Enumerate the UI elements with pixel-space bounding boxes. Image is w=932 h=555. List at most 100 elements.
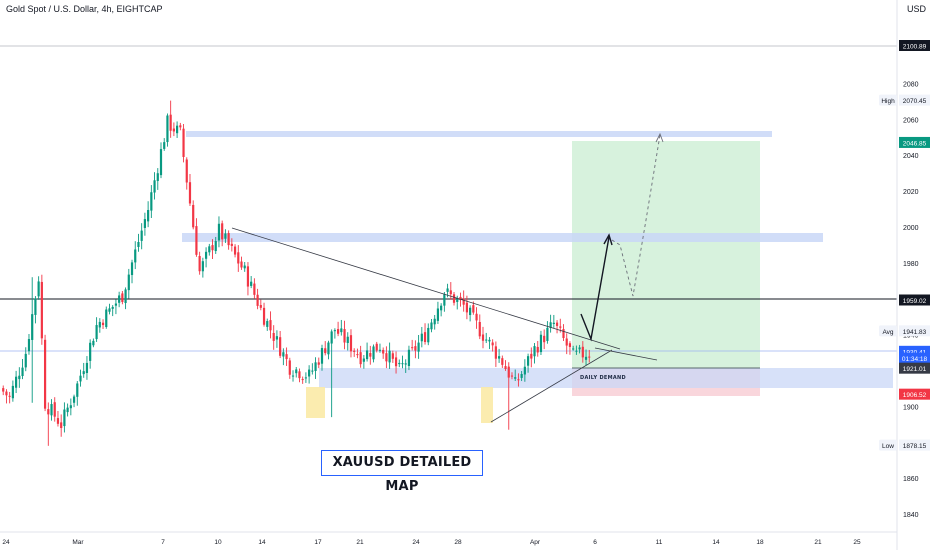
candle-body: [481, 334, 485, 341]
candle-body: [517, 379, 520, 381]
x-tick-label: 24: [2, 539, 10, 546]
candle-body: [584, 356, 588, 360]
candle-body: [108, 308, 111, 312]
candle-body: [56, 418, 60, 424]
candle-body: [182, 128, 185, 157]
candle-body: [295, 369, 298, 374]
price-badge: [899, 136, 930, 148]
candle-body: [349, 335, 353, 352]
price-badge: [899, 294, 930, 306]
candle-body: [324, 348, 327, 354]
candle-body: [362, 358, 365, 362]
candle-body: [21, 367, 24, 377]
candle-body: [5, 391, 8, 396]
candle-body: [298, 371, 301, 379]
candle-body: [333, 330, 336, 332]
candle-body: [514, 377, 517, 379]
candle-body: [382, 349, 385, 354]
candle-body: [340, 328, 343, 333]
candle-body: [2, 388, 5, 392]
candle-body: [401, 363, 404, 365]
candle-body: [539, 334, 543, 353]
candle-body: [153, 180, 156, 193]
candle-body: [240, 261, 243, 268]
candle-body: [130, 262, 134, 276]
price-badge-label: 2100.89: [903, 44, 927, 51]
candle-body: [504, 366, 507, 369]
candle-body: [227, 233, 230, 246]
side-label-box: [879, 94, 897, 106]
projection-dashed: [611, 134, 661, 297]
y-tick-label: 1980: [903, 261, 919, 268]
side-value-high: 2070.45: [903, 98, 927, 105]
candle-body: [346, 336, 349, 343]
candle-body: [485, 339, 488, 341]
x-tick-label: 24: [412, 539, 420, 546]
candle-body: [40, 281, 43, 339]
x-tick-label: 6: [593, 539, 597, 546]
candle-body: [555, 322, 559, 326]
descending-trendline: [231, 227, 621, 350]
candle-body: [85, 362, 89, 374]
candle-body: [124, 289, 127, 304]
currency-label[interactable]: USD: [906, 4, 926, 14]
candle-body: [140, 230, 143, 241]
x-tick-label: 7: [161, 539, 165, 546]
y-tick-label: 2040: [903, 153, 919, 160]
y-tick-label: 2060: [903, 117, 919, 124]
candle-body: [436, 308, 440, 321]
candle-body: [440, 305, 443, 311]
candle-body: [201, 261, 204, 272]
candle-body: [581, 346, 584, 358]
apex-extension: [594, 347, 658, 361]
candle-body: [37, 281, 40, 297]
sweep-highlight-2: [481, 387, 493, 423]
candle-body: [214, 241, 217, 252]
candle-body: [246, 266, 250, 287]
candle-body: [98, 321, 101, 328]
candle-body: [179, 125, 182, 128]
candle-body: [459, 296, 462, 301]
candle-body: [498, 356, 501, 359]
candle-body: [47, 409, 50, 415]
candle-body: [156, 173, 159, 182]
candle-body: [285, 354, 288, 360]
candle-body: [507, 366, 510, 378]
candle-body: [337, 329, 340, 334]
candle-body: [76, 383, 79, 397]
candle-body: [488, 339, 491, 342]
candle-body: [472, 305, 475, 313]
candle-body: [269, 320, 272, 331]
candle-body: [546, 327, 549, 341]
candle-body: [27, 339, 31, 352]
candle-body: [575, 350, 578, 352]
candle-body: [407, 349, 411, 367]
candle-body: [18, 375, 21, 380]
candle-body: [543, 335, 546, 343]
symbol-header[interactable]: Gold Spot / U.S. Dollar, 4h, EIGHTCAP: [6, 4, 163, 14]
candle-body: [530, 353, 533, 359]
candle-body: [114, 303, 118, 306]
candle-body: [11, 385, 14, 399]
candle-body: [31, 314, 34, 340]
side-value-low: 1878.15: [903, 443, 927, 450]
candle-body: [159, 149, 163, 176]
candle-body: [233, 246, 237, 255]
candle-body: [176, 125, 179, 134]
candle-body: [169, 114, 172, 131]
candle-body: [317, 362, 320, 365]
candle-body: [565, 338, 568, 346]
candle-body: [172, 128, 175, 132]
candle-body: [143, 219, 146, 228]
candle-body: [510, 375, 514, 377]
candle-body: [417, 342, 420, 352]
candle-body: [311, 370, 314, 372]
price-badge: [899, 345, 930, 357]
candle-body: [134, 249, 137, 263]
candle-body: [95, 325, 98, 340]
candle-body: [217, 223, 221, 241]
y-tick-label: 2080: [903, 81, 919, 88]
candle-body: [101, 322, 105, 326]
